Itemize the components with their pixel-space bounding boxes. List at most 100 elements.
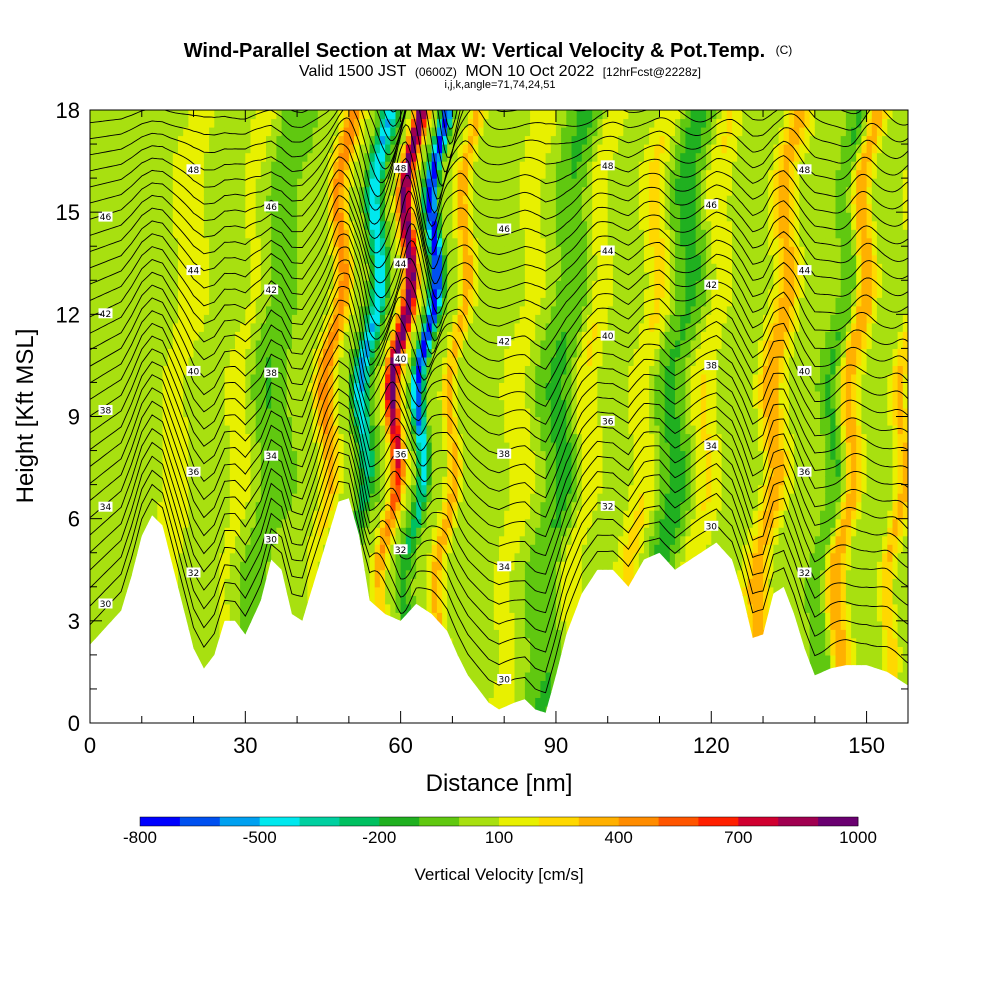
field-cell	[266, 493, 272, 503]
field-cell	[90, 544, 96, 554]
field-cell	[436, 416, 443, 426]
field-cell	[426, 118, 433, 128]
field-cell	[333, 408, 340, 418]
field-cell	[141, 229, 148, 239]
field-cell	[255, 569, 262, 579]
field-cell	[302, 552, 309, 562]
field-cell	[307, 433, 314, 443]
field-cell	[302, 493, 309, 503]
field-cell	[121, 442, 127, 452]
field-cell	[235, 527, 241, 537]
field-cell	[162, 229, 169, 239]
field-cell	[183, 586, 189, 596]
field-cell	[178, 178, 184, 188]
field-cell	[291, 373, 298, 383]
field-cell	[369, 484, 376, 494]
field-cell	[105, 237, 112, 247]
field-cell	[121, 425, 127, 435]
field-cell	[385, 450, 391, 460]
field-cell	[369, 476, 376, 486]
field-cell	[193, 476, 200, 486]
field-cell	[364, 229, 371, 239]
field-cell	[416, 288, 422, 298]
field-cell	[411, 288, 417, 298]
field-cell	[317, 442, 324, 452]
field-cell	[426, 229, 433, 239]
field-cell	[100, 280, 107, 290]
field-cell	[260, 399, 267, 409]
field-cell	[136, 229, 143, 239]
field-cell	[167, 331, 174, 341]
field-cell	[110, 382, 117, 392]
field-cell	[266, 144, 272, 154]
field-cell	[400, 578, 407, 588]
field-cell	[328, 399, 334, 409]
field-cell	[214, 203, 221, 213]
field-cell	[203, 118, 210, 128]
field-cell	[266, 416, 272, 426]
field-cell	[136, 246, 143, 256]
field-cell	[255, 271, 262, 281]
field-cell	[364, 127, 371, 137]
field-cell	[219, 127, 226, 137]
field-cell	[110, 246, 117, 256]
field-cell	[317, 365, 324, 375]
field-cell	[442, 288, 448, 298]
field-cell	[214, 595, 221, 605]
field-cell	[374, 450, 381, 460]
field-cell	[411, 382, 417, 392]
field-cell	[369, 152, 376, 162]
field-cell	[229, 459, 236, 469]
field-cell	[436, 263, 443, 273]
field-cell	[95, 476, 101, 486]
field-cell	[281, 127, 288, 137]
field-cell	[105, 535, 112, 545]
field-cell	[90, 365, 96, 375]
field-cell	[245, 195, 252, 205]
field-cell	[240, 620, 246, 630]
field-cell	[395, 169, 402, 179]
field-cell	[250, 212, 257, 222]
field-cell	[338, 246, 345, 256]
field-cell	[260, 118, 267, 128]
field-cell	[328, 331, 334, 341]
field-cell	[442, 331, 448, 341]
field-cell	[281, 110, 288, 120]
field-cell	[374, 484, 381, 494]
field-cell	[286, 263, 293, 273]
field-cell	[188, 212, 195, 222]
field-cell	[115, 169, 122, 179]
field-cell	[297, 229, 303, 239]
field-cell	[240, 493, 246, 503]
field-cell	[266, 127, 272, 137]
field-cell	[266, 476, 272, 486]
field-cell	[302, 322, 309, 332]
field-cell	[297, 305, 303, 315]
field-cell	[348, 399, 355, 409]
field-cell	[95, 527, 101, 537]
field-cell	[198, 501, 205, 511]
field-cell	[400, 535, 407, 545]
field-cell	[385, 518, 391, 528]
field-cell	[307, 484, 314, 494]
field-cell	[167, 373, 174, 383]
field-cell	[307, 348, 314, 358]
field-cell	[178, 263, 184, 273]
field-cell	[411, 442, 417, 452]
field-cell	[240, 118, 246, 128]
field-cell	[105, 569, 112, 579]
field-cell	[260, 254, 267, 264]
field-cell	[281, 314, 288, 324]
field-cell	[214, 331, 221, 341]
field-cell	[250, 348, 257, 358]
field-cell	[90, 195, 96, 205]
field-cell	[162, 178, 169, 188]
field-cell	[374, 425, 381, 435]
field-cell	[198, 110, 205, 120]
field-cell	[193, 203, 200, 213]
field-cell	[183, 220, 189, 230]
field-cell	[157, 280, 164, 290]
field-cell	[442, 442, 448, 452]
field-cell	[110, 331, 117, 341]
field-cell	[302, 186, 309, 196]
